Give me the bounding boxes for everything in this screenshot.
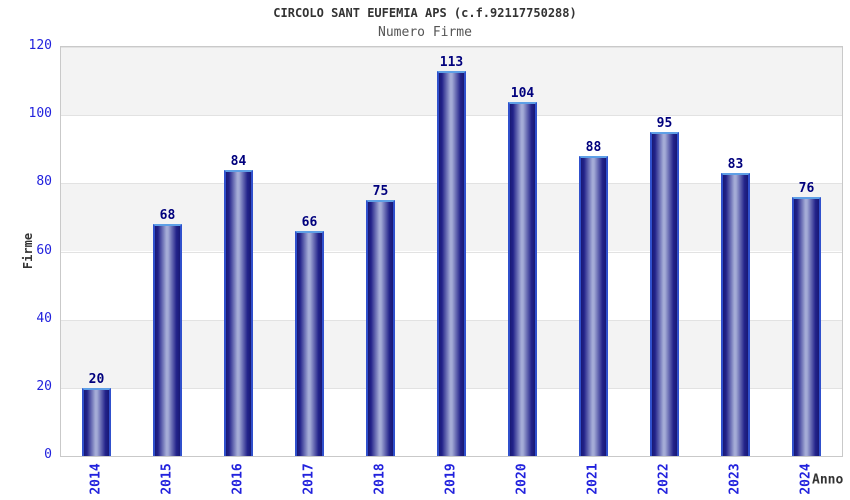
bar-2014 [82, 387, 111, 456]
x-tick-label: 2021 [585, 463, 600, 495]
bar-value-label: 95 [656, 116, 673, 132]
y-tick-label: 0 [44, 447, 52, 462]
bar-2016 [224, 169, 253, 456]
bar-value-label: 66 [301, 215, 318, 231]
gridline [61, 47, 842, 48]
bar-value-label: 104 [510, 85, 535, 101]
bar-value-label: 75 [372, 184, 389, 200]
bar-value-label: 88 [585, 140, 602, 156]
x-axis-title: Anno [812, 472, 844, 488]
y-tick-label: 100 [28, 106, 52, 122]
y-tick-label: 20 [36, 378, 52, 394]
bar-2023 [721, 173, 750, 456]
y-tick-label: 60 [36, 242, 52, 258]
bar-value-label: 20 [88, 371, 105, 387]
y-tick-label: 120 [28, 38, 52, 53]
bar-2018 [366, 200, 395, 456]
bar-2015 [153, 224, 182, 456]
x-tick-label: 2017 [301, 463, 316, 495]
bar-value-label: 68 [159, 208, 176, 224]
bar-value-label: 113 [439, 54, 464, 70]
plot-area: 20 68 84 66 75 113 104 88 95 83 76 [60, 46, 843, 457]
bar-2020 [508, 101, 537, 456]
y-tick-label: 80 [36, 174, 52, 190]
chart-title: CIRCOLO SANT EUFEMIA APS (c.f.9211775028… [273, 6, 577, 20]
bar-2017 [295, 231, 324, 456]
x-tick-label: 2014 [88, 463, 103, 495]
x-tick-label: 2015 [159, 463, 174, 495]
bar-value-label: 76 [798, 180, 815, 196]
bar-value-label: 84 [230, 153, 247, 169]
x-tick-label: 2019 [443, 463, 458, 495]
x-tick-label: 2022 [656, 463, 671, 495]
chart-subtitle: Numero Firme [378, 25, 472, 40]
x-tick-label: 2016 [230, 463, 245, 495]
x-tick-label: 2023 [727, 463, 742, 495]
bar-2021 [579, 156, 608, 456]
y-tick-label: 40 [36, 310, 52, 326]
x-tick-label: 2018 [372, 463, 387, 495]
bar-2019 [437, 70, 466, 456]
bar-value-label: 83 [727, 157, 744, 173]
x-tick-label: 2024 [798, 463, 813, 495]
bar-2022 [650, 132, 679, 456]
bar-2024 [792, 196, 821, 456]
x-tick-label: 2020 [514, 463, 529, 495]
